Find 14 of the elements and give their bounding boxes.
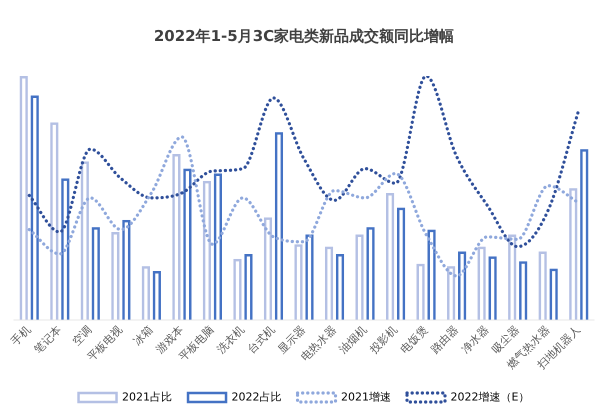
x-tick-label: 洗衣机	[214, 323, 248, 356]
chart-title: 2022年1-5月3C家电类新品成交额同比增幅	[154, 26, 454, 45]
x-tick-label: 电饭煲	[398, 323, 430, 356]
x-tick-label: 路由器	[428, 323, 461, 356]
x-tick-label: 净水器	[458, 323, 492, 356]
x-tick-label: 手机	[8, 323, 34, 348]
legend-label: 2022增速（E）	[450, 390, 530, 404]
x-tick-label: 空调	[70, 323, 94, 348]
legend-label: 2021增速	[341, 390, 392, 404]
legend-label: 2022占比	[232, 390, 282, 404]
x-tick-label: 台式机	[245, 323, 278, 356]
x-tick-label: 冰箱	[130, 323, 156, 348]
x-tick-label: 笔记本	[31, 323, 64, 356]
legend-label: 2021占比	[122, 390, 172, 404]
